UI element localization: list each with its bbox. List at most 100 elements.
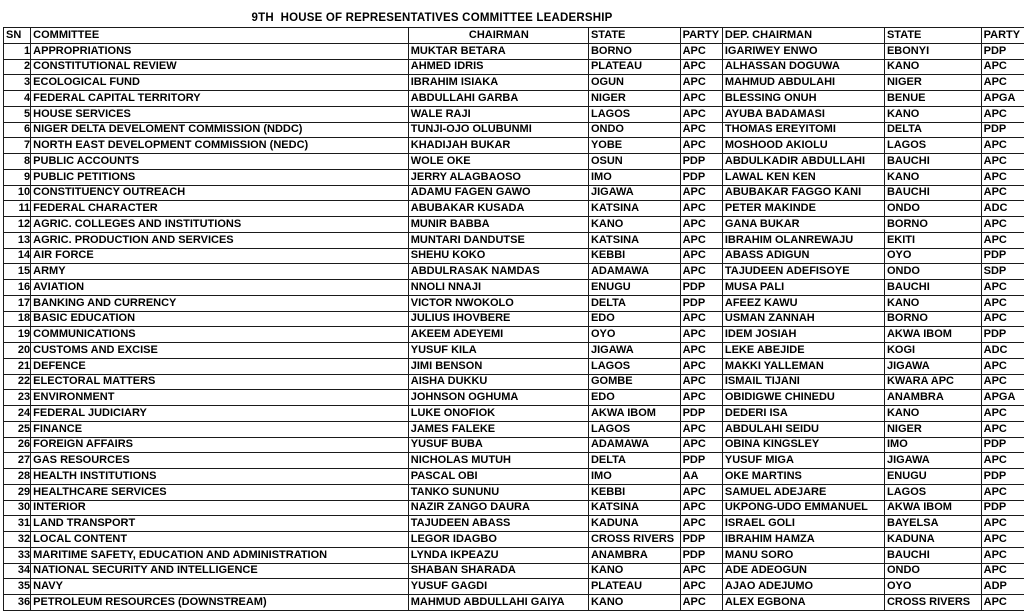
table-row: 5 HOUSE SERVICES WALE RAJI LAGOS APC AYUBA BA…: [2, 105, 1024, 123]
cell-dep-state: BORNO: [883, 216, 982, 233]
col-header-sn: SN: [2, 27, 32, 44]
cell-chairman-state: PLATEAU: [587, 58, 681, 76]
cell-dep-chairman: MAKKI YALLEMAN: [721, 357, 885, 375]
cell-sn: 9: [2, 168, 32, 186]
cell-chairman-party: APC: [679, 247, 723, 265]
cell-dep-party: ADC: [980, 200, 1024, 217]
table-row: 35 NAVY YUSUF GAGDI PLATEAU APC AJAO ADEJUMO O…: [2, 578, 1024, 595]
cell-committee: PETROLEUM RESOURCES (DOWNSTREAM): [30, 594, 409, 611]
cell-dep-state: ENUGU: [883, 468, 982, 485]
col-header-committee: COMMITTEE: [30, 27, 409, 44]
cell-dep-chairman: IGARIWEY ENWO: [721, 42, 885, 60]
cell-chairman: ADAMU FAGEN GAWO: [407, 184, 589, 202]
cell-committee: APPROPRIATIONS: [30, 42, 409, 60]
cell-dep-chairman: AYUBA BADAMASI: [721, 105, 885, 123]
cell-chairman-party: APC: [679, 184, 723, 202]
cell-dep-chairman: PETER MAKINDE: [721, 200, 885, 217]
cell-chairman-state: KANO: [587, 562, 681, 580]
table-row: 22 ELECTORAL MATTERS AISHA DUKKU GOMBE APC IS…: [2, 373, 1024, 391]
cell-dep-party: PDP: [980, 436, 1024, 454]
cell-committee: LAND TRANSPORT: [30, 515, 409, 532]
cell-dep-state: LAGOS: [883, 483, 982, 501]
cell-committee: ARMY: [30, 263, 409, 280]
col-header-dep-chairman: DEP. CHAIRMAN: [721, 27, 885, 44]
cell-dep-chairman: LAWAL KEN KEN: [721, 168, 885, 186]
cell-dep-party: PDP: [980, 121, 1024, 139]
cell-dep-state: BAUCHI: [883, 279, 982, 296]
cell-chairman: SHABAN SHARADA: [407, 562, 589, 580]
cell-chairman: AHMED IDRIS: [407, 58, 589, 76]
cell-chairman-party: APC: [679, 515, 723, 532]
cell-sn: 32: [2, 531, 32, 548]
table-row: 26 FOREIGN AFFAIRS YUSUF BUBA ADAMAWA APC OBI…: [2, 436, 1024, 454]
cell-chairman-party: APC: [679, 216, 723, 233]
cell-chairman-state: KANO: [587, 216, 681, 233]
table-row: 6 NIGER DELTA DEVELOMENT COMMISSION (NDDC…: [2, 121, 1024, 139]
cell-chairman-state: ADAMAWA: [587, 263, 681, 280]
cell-chairman: AISHA DUKKU: [407, 373, 589, 391]
cell-chairman: ABDULRASAK NAMDAS: [407, 263, 589, 280]
cell-chairman-state: LAGOS: [587, 105, 681, 123]
cell-chairman: YUSUF GAGDI: [407, 578, 589, 595]
cell-dep-party: APC: [980, 310, 1024, 328]
cell-dep-party: APC: [980, 562, 1024, 580]
cell-chairman: PASCAL OBI: [407, 468, 589, 485]
cell-dep-state: BAUCHI: [883, 153, 982, 170]
cell-chairman: ABUBAKAR KUSADA: [407, 200, 589, 217]
cell-dep-state: ONDO: [883, 562, 982, 580]
cell-chairman: SHEHU KOKO: [407, 247, 589, 265]
cell-committee: AIR FORCE: [30, 247, 409, 265]
cell-committee: GAS RESOURCES: [30, 452, 409, 469]
table-row: 9 PUBLIC PETITIONS JERRY ALAGBAOSO IMO PDP LA…: [2, 168, 1024, 186]
cell-dep-chairman: ABUBAKAR FAGGO KANI: [721, 184, 885, 202]
cell-dep-chairman: AJAO ADEJUMO: [721, 578, 885, 595]
cell-chairman: JULIUS IHOVBERE: [407, 310, 589, 328]
cell-dep-party: APGA: [980, 389, 1024, 406]
cell-chairman: TANKO SUNUNU: [407, 483, 589, 501]
table-row: 30 INTERIOR NAZIR ZANGO DAURA KATSINA APC UKP…: [2, 499, 1024, 517]
col-header-party-2: PARTY: [980, 27, 1024, 44]
cell-dep-state: KANO: [883, 405, 982, 422]
table-row: 12 AGRIC. COLLEGES AND INSTITUTIONS MUNIR …: [2, 216, 1024, 233]
cell-dep-state: OYO: [883, 247, 982, 265]
cell-sn: 34: [2, 562, 32, 580]
cell-chairman-state: ADAMAWA: [587, 436, 681, 454]
table-row: 1 APPROPRIATIONS MUKTAR BETARA BORNO APC IGAR…: [2, 42, 1024, 60]
cell-committee: FEDERAL CHARACTER: [30, 200, 409, 217]
cell-committee: ELECTORAL MATTERS: [30, 373, 409, 391]
cell-chairman-state: PLATEAU: [587, 578, 681, 595]
cell-dep-party: APC: [980, 105, 1024, 123]
cell-dep-state: KANO: [883, 168, 982, 186]
cell-chairman: MUKTAR BETARA: [407, 42, 589, 60]
cell-chairman-party: APC: [679, 389, 723, 406]
cell-chairman-party: APC: [679, 483, 723, 501]
header-row: SN COMMITTEE CHAIRMAN STATE PARTY DEP. CHAIRM…: [2, 27, 1024, 44]
cell-dep-chairman: ALHASSAN DOGUWA: [721, 58, 885, 76]
cell-dep-chairman: USMAN ZANNAH: [721, 310, 885, 328]
cell-dep-party: APC: [980, 74, 1024, 91]
cell-chairman-state: KATSINA: [587, 200, 681, 217]
cell-dep-state: KOGI: [883, 342, 982, 359]
cell-dep-state: BENUE: [883, 90, 982, 107]
table-row: 36 PETROLEUM RESOURCES (DOWNSTREAM) MAHMUD…: [2, 594, 1024, 611]
cell-sn: 13: [2, 231, 32, 249]
cell-chairman-party: APC: [679, 105, 723, 123]
cell-chairman-state: GOMBE: [587, 373, 681, 391]
cell-chairman-state: KANO: [587, 594, 681, 611]
cell-chairman-party: PDP: [679, 279, 723, 296]
table-row: 18 BASIC EDUCATION JULIUS IHOVBERE EDO APC US…: [2, 310, 1024, 328]
cell-dep-chairman: BLESSING ONUH: [721, 90, 885, 107]
cell-sn: 15: [2, 263, 32, 280]
cell-committee: PUBLIC PETITIONS: [30, 168, 409, 186]
table-row: 28 HEALTH INSTITUTIONS PASCAL OBI IMO AA OKE …: [2, 468, 1024, 485]
cell-dep-party: APC: [980, 231, 1024, 249]
table-row: 23 ENVIRONMENT JOHNSON OGHUMA EDO APC OBIDIGW…: [2, 389, 1024, 406]
cell-chairman-state: KATSINA: [587, 499, 681, 517]
table-row: 8 PUBLIC ACCOUNTS WOLE OKE OSUN PDP ABDULKADI…: [2, 153, 1024, 170]
cell-chairman-state: IMO: [587, 168, 681, 186]
cell-dep-party: APC: [980, 137, 1024, 154]
cell-committee: MARITIME SAFETY, EDUCATION AND ADMINISTR…: [30, 546, 409, 564]
cell-dep-party: APC: [980, 373, 1024, 391]
cell-sn: 20: [2, 342, 32, 359]
cell-chairman: JAMES FALEKE: [407, 420, 589, 438]
